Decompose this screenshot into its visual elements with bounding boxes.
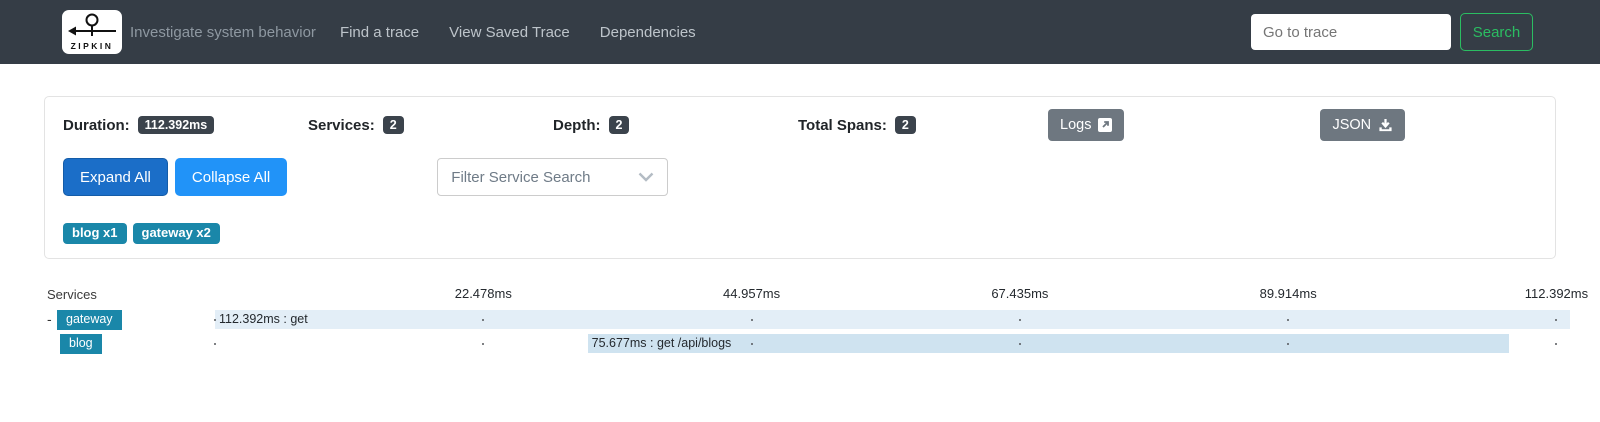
tick-dot — [1287, 343, 1290, 345]
service-tags-row: blog x1 gateway x2 — [63, 223, 1537, 244]
tick-dot — [1018, 319, 1021, 321]
service-badge-blog[interactable]: blog — [60, 334, 102, 354]
zipkin-logo[interactable]: ZIPKIN — [62, 10, 122, 54]
download-icon — [1379, 118, 1392, 131]
filter-service-search-placeholder: Filter Service Search — [451, 168, 591, 186]
tick-dot — [1018, 343, 1021, 345]
tick-dot — [214, 343, 216, 345]
timeline-ticks: 22.478ms 44.957ms 67.435ms 89.914ms 112.… — [215, 286, 1588, 306]
navbar: ZIPKIN Investigate system behavior Find … — [0, 0, 1600, 64]
chevron-down-icon — [638, 172, 654, 182]
json-button[interactable]: JSON — [1320, 109, 1406, 141]
stat-duration: Duration: 112.392ms — [63, 115, 308, 135]
trace-stats-row: Duration: 112.392ms Services: 2 Depth: 2… — [63, 109, 1537, 141]
filter-service-search-select[interactable]: Filter Service Search — [437, 158, 669, 196]
tick-dot — [214, 319, 216, 321]
collapse-all-button[interactable]: Collapse All — [174, 158, 288, 196]
stat-duration-value: 112.392ms — [137, 115, 215, 135]
stat-depth: Depth: 2 — [553, 115, 798, 135]
stat-services-label: Services: — [308, 116, 375, 134]
stat-total-spans-label: Total Spans: — [798, 116, 887, 134]
zipkin-logo-text: ZIPKIN — [71, 41, 114, 51]
tick-dot — [482, 319, 485, 321]
timeline-services-header: Services — [47, 287, 97, 302]
service-tag-blog[interactable]: blog x1 — [63, 223, 127, 244]
span-bar-blog[interactable]: 75.677ms : get /api/blogs — [587, 334, 1510, 353]
span-bar-gateway[interactable]: 112.392ms : get — [215, 310, 1570, 329]
span-bar-blog-label: 75.677ms : get /api/blogs — [591, 336, 732, 350]
tick-label-1: 22.478ms — [454, 286, 512, 301]
timeline-header: Services 22.478ms 44.957ms 67.435ms 89.9… — [47, 286, 1588, 306]
expand-all-button[interactable]: Expand All — [63, 158, 168, 196]
stat-total-spans: Total Spans: 2 — [798, 115, 1043, 135]
stat-duration-label: Duration: — [63, 116, 130, 134]
nav-link-view-saved-trace[interactable]: View Saved Trace — [449, 23, 570, 41]
tick-dot — [1555, 319, 1558, 321]
tick-dot — [750, 319, 753, 321]
json-button-label: JSON — [1332, 117, 1372, 133]
tick-label-4: 89.914ms — [1259, 286, 1317, 301]
stat-total-spans-value: 2 — [894, 115, 916, 135]
search-button[interactable]: Search — [1460, 13, 1533, 51]
navbar-tagline: Investigate system behavior — [130, 23, 316, 41]
nav-link-dependencies[interactable]: Dependencies — [599, 23, 696, 41]
logs-button-label: Logs — [1060, 117, 1092, 133]
go-to-trace-input[interactable] — [1251, 14, 1451, 50]
trace-controls-row: Expand All Collapse All Filter Service S… — [63, 158, 1537, 196]
stat-depth-label: Depth: — [553, 116, 601, 134]
tick-label-3: 67.435ms — [991, 286, 1049, 301]
span-bar-gateway-label: 112.392ms : get — [219, 312, 308, 326]
collapse-toggle-gateway[interactable]: - — [47, 311, 52, 327]
tick-label-2: 44.957ms — [723, 286, 781, 301]
logs-button[interactable]: Logs — [1048, 109, 1125, 141]
span-chart-area: 75.677ms : get /api/blogs — [214, 333, 1570, 355]
span-row-blog: blog 75.677ms : get /api/blogs — [47, 333, 1570, 355]
service-badge-gateway[interactable]: gateway — [57, 310, 122, 330]
span-chart-area: 112.392ms : get — [214, 309, 1570, 331]
stat-services-value: 2 — [382, 115, 404, 135]
tick-dot — [1287, 319, 1290, 321]
span-row-gateway: - gateway 112.392ms : get — [47, 309, 1570, 331]
service-tag-gateway[interactable]: gateway x2 — [132, 223, 220, 244]
nav-link-find-a-trace[interactable]: Find a trace — [339, 23, 420, 41]
stat-depth-value: 2 — [608, 115, 630, 135]
zipkin-pin-icon: ZIPKIN — [68, 13, 116, 51]
tick-dot — [1555, 343, 1558, 345]
tick-dot — [482, 343, 485, 345]
tick-dot — [750, 343, 753, 345]
trace-timeline: Services 22.478ms 44.957ms 67.435ms 89.9… — [47, 286, 1588, 355]
stat-services: Services: 2 — [308, 115, 553, 135]
tick-label-5: 112.392ms — [1524, 286, 1589, 301]
external-link-icon — [1098, 118, 1113, 132]
trace-summary-card: Duration: 112.392ms Services: 2 Depth: 2… — [44, 96, 1556, 259]
